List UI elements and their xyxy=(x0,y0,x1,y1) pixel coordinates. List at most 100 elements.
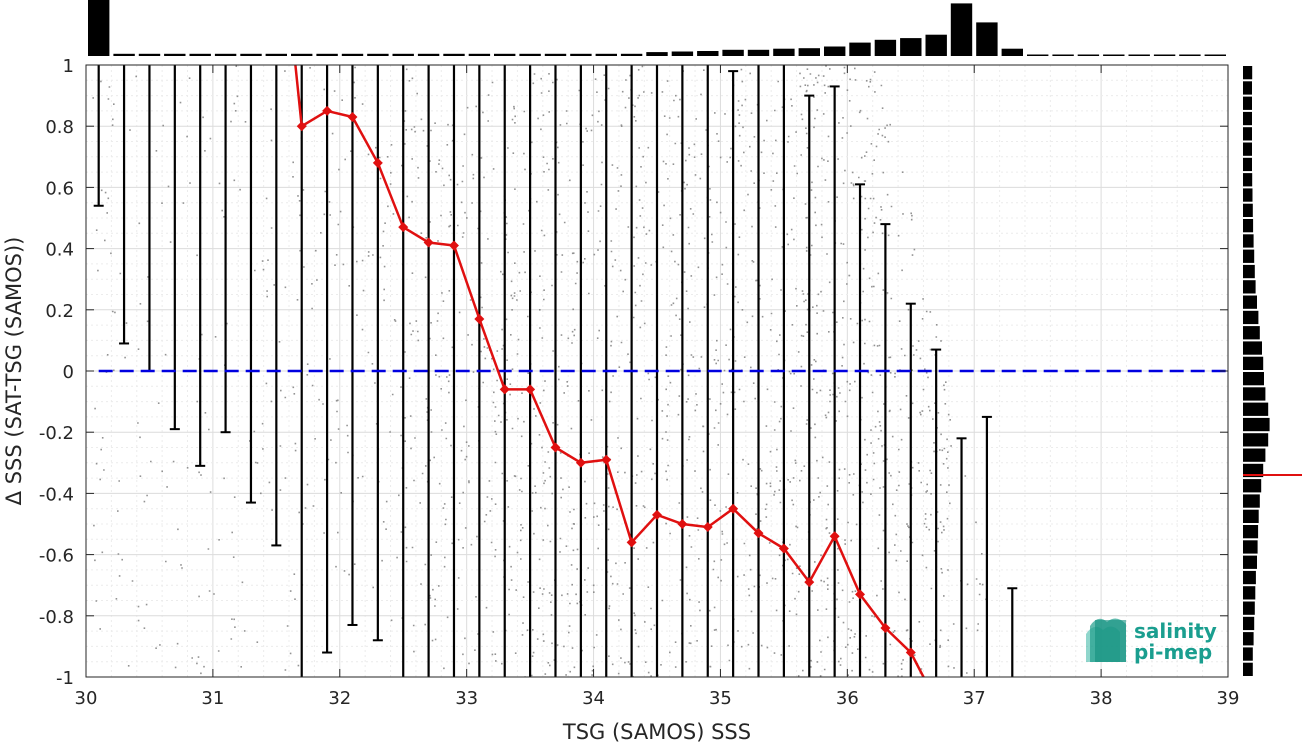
error-bar xyxy=(119,65,130,345)
top-histogram-bar xyxy=(620,53,643,56)
y-tick-label: 0.4 xyxy=(45,240,74,261)
right-histogram-bar xyxy=(1243,81,1252,95)
mean-series-marker xyxy=(372,157,383,168)
top-histogram-bar xyxy=(824,46,846,56)
top-histogram-bar xyxy=(900,38,922,56)
right-histogram-bar xyxy=(1243,463,1264,478)
right-histogram-bar xyxy=(1243,387,1266,401)
mean-series-marker xyxy=(677,519,688,529)
mean-series-marker xyxy=(829,531,840,542)
top-histogram-bar xyxy=(367,53,389,56)
top-histogram-bar xyxy=(671,51,694,56)
top-histogram-bar xyxy=(341,53,364,56)
y-tick-label: 0.8 xyxy=(45,117,74,138)
top-histogram-bar xyxy=(570,53,592,56)
top-histogram-bar xyxy=(697,51,719,56)
top-histogram-bar xyxy=(265,53,287,56)
top-histogram-bar xyxy=(164,53,186,56)
right-histogram-bar xyxy=(1243,66,1253,80)
right-histogram-bar xyxy=(1243,662,1253,676)
x-tick-label: 39 xyxy=(1217,688,1240,709)
top-histogram-bar xyxy=(747,49,770,56)
right-histogram-bar xyxy=(1243,509,1259,523)
mean-series-marker xyxy=(322,105,333,116)
mean-series-marker xyxy=(550,442,561,453)
right-histogram-bar xyxy=(1243,433,1269,447)
error-bar xyxy=(271,65,282,547)
top-histogram-bar xyxy=(1027,54,1049,56)
top-histogram-bar xyxy=(240,53,262,56)
right-histogram-bar xyxy=(1243,647,1253,661)
right-histogram-bar xyxy=(1243,127,1252,141)
y-axis-label: Δ SSS (SAT-TSG (SAMOS)) xyxy=(2,237,26,506)
top-histogram-bar xyxy=(494,53,516,56)
top-histogram-bar xyxy=(468,53,491,56)
mean-series-marker xyxy=(296,121,307,132)
y-tick-label: 0.6 xyxy=(45,178,74,199)
x-tick-label: 38 xyxy=(1090,688,1113,709)
right-histogram-bar xyxy=(1243,173,1253,187)
top-histogram-bar xyxy=(88,0,110,56)
y-tick-label: 0.2 xyxy=(45,301,74,322)
top-histogram-bar xyxy=(417,53,440,56)
top-histogram-bar xyxy=(392,53,414,56)
top-histogram-bar xyxy=(1179,54,1201,56)
right-histogram-bar xyxy=(1243,448,1266,462)
y-tick-label: -0.4 xyxy=(39,484,74,505)
y-tick-label: -1 xyxy=(56,668,74,689)
top-histogram-bar xyxy=(214,53,237,56)
top-histogram-bar xyxy=(113,53,135,56)
right-histogram-bar xyxy=(1243,586,1256,600)
top-histogram-bar xyxy=(291,53,313,56)
right-histogram-bar xyxy=(1243,188,1253,202)
mean-series-marker xyxy=(753,528,764,539)
right-histogram-bar xyxy=(1243,479,1262,493)
right-histogram-bar xyxy=(1243,525,1259,539)
error-bar xyxy=(931,348,942,677)
mean-series-marker xyxy=(702,522,713,533)
salinity-pi-mep-logo: salinity pi-mep xyxy=(1086,618,1217,664)
mean-series xyxy=(294,65,925,677)
mean-series-marker xyxy=(626,537,637,548)
right-histogram-bar xyxy=(1243,249,1255,263)
top-histogram xyxy=(88,0,1226,56)
error-bar xyxy=(956,437,967,677)
y-tick-label: 0 xyxy=(63,362,74,383)
top-histogram-bar xyxy=(722,49,744,56)
x-tick-label: 35 xyxy=(709,688,732,709)
top-histogram-bar xyxy=(316,53,338,56)
y-tick-label: 1 xyxy=(63,56,74,77)
mean-series-marker xyxy=(448,240,459,251)
x-tick-label: 33 xyxy=(455,688,478,709)
top-histogram-bar xyxy=(849,42,871,56)
top-histogram-bar xyxy=(595,53,617,56)
top-histogram-bar xyxy=(950,3,973,56)
logo-line-2: pi-mep xyxy=(1134,640,1212,664)
right-histogram-bar xyxy=(1243,356,1264,370)
x-tick-label: 30 xyxy=(75,688,98,709)
right-histogram-bar xyxy=(1243,372,1264,386)
top-histogram-bar xyxy=(874,39,897,56)
right-histogram xyxy=(1243,66,1302,676)
right-histogram-bar xyxy=(1243,540,1258,554)
right-histogram-bar xyxy=(1243,417,1270,432)
right-histogram-bar xyxy=(1243,616,1255,631)
error-bar xyxy=(981,415,992,677)
right-histogram-bar xyxy=(1243,601,1255,615)
right-histogram-bar xyxy=(1243,341,1262,355)
error-bar xyxy=(93,65,104,207)
right-histogram-bar xyxy=(1243,295,1257,309)
error-bar xyxy=(245,65,256,504)
mean-series-marker xyxy=(474,313,485,324)
right-histogram-bar xyxy=(1243,203,1253,217)
top-histogram-bar xyxy=(646,52,668,56)
mean-series-marker xyxy=(905,647,916,658)
top-histogram-bar xyxy=(773,48,795,56)
error-bar xyxy=(347,65,358,626)
top-histogram-bar xyxy=(1153,54,1176,56)
error-bars xyxy=(93,65,1018,677)
x-tick-label: 32 xyxy=(328,688,351,709)
top-histogram-bar xyxy=(1204,54,1226,56)
top-histogram-bar xyxy=(1128,54,1150,56)
